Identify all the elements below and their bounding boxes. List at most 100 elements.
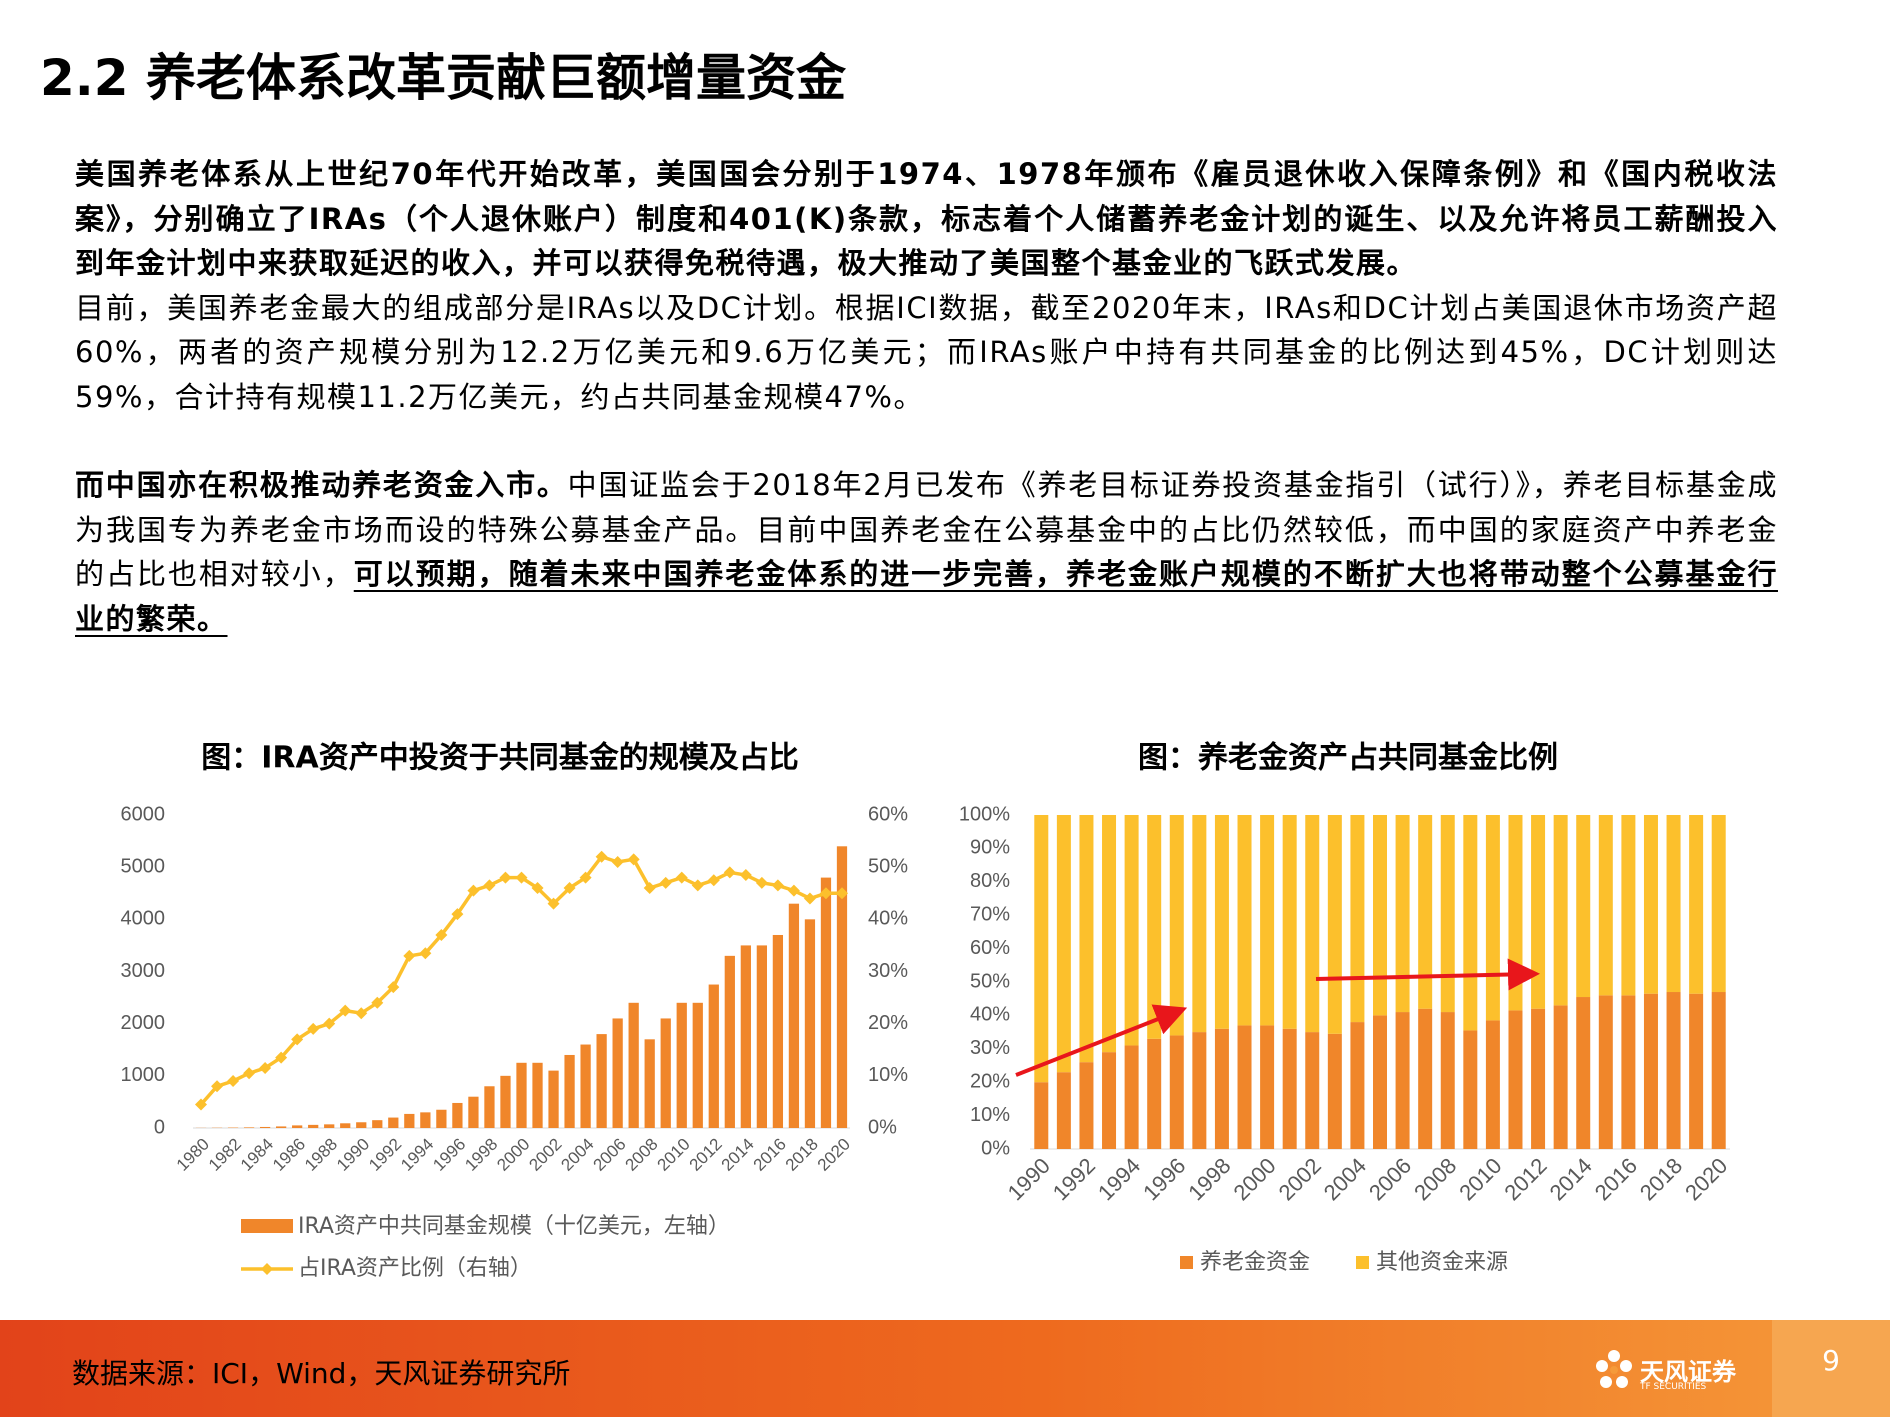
y2-tick-label: 30%	[868, 960, 908, 982]
x-tick-label: 2018	[1635, 1153, 1687, 1205]
x-tick-label: 1992	[365, 1135, 405, 1175]
bar	[564, 1054, 575, 1128]
bar-segment	[1711, 992, 1726, 1149]
bar-segment	[1169, 815, 1184, 1036]
y-tick-label: 30%	[970, 1037, 1010, 1059]
x-tick-label: 2014	[1545, 1153, 1597, 1205]
bar-segment	[1643, 993, 1658, 1149]
y-tick-label: 0	[154, 1116, 165, 1138]
logo-icon	[1596, 1350, 1632, 1388]
x-tick-label: 2016	[750, 1135, 790, 1175]
bar-segment	[1327, 815, 1342, 1034]
x-tick-label: 1988	[301, 1135, 341, 1175]
y2-tick-label: 0%	[868, 1116, 897, 1138]
bar-segment	[1282, 1028, 1297, 1149]
bar-segment	[1124, 1045, 1139, 1149]
x-tick-label: 2010	[1454, 1153, 1506, 1205]
x-tick-label: 2006	[1364, 1153, 1416, 1205]
line-marker	[307, 1022, 320, 1035]
bar-segment	[1056, 815, 1071, 1073]
bar	[628, 1002, 639, 1128]
line-marker	[787, 884, 800, 897]
bar-segment	[1260, 815, 1275, 1026]
bar-segment	[1553, 815, 1568, 1006]
bar	[756, 945, 767, 1128]
line-marker	[819, 887, 832, 900]
x-tick-label: 2018	[782, 1135, 822, 1175]
bar	[644, 1039, 655, 1128]
bar-segment	[1147, 815, 1162, 1039]
bar	[740, 945, 751, 1128]
x-tick-label: 1996	[429, 1135, 469, 1175]
bar-segment	[1508, 1010, 1523, 1149]
line-marker	[483, 879, 496, 892]
source: 数据来源：ICI，Wind，天风证券研究所	[72, 1357, 571, 1390]
x-tick-label: 2014	[718, 1135, 758, 1175]
line-marker	[499, 871, 512, 884]
line-marker	[723, 866, 736, 879]
x-tick-label: 2020	[814, 1135, 854, 1175]
x-tick-label: 2006	[589, 1135, 629, 1175]
text-run: 中国证监会于2018年2月已发布《养老目标证券投资基金指引（试行）》，养老目标基…	[75, 468, 1778, 591]
bar	[388, 1117, 399, 1128]
paragraph: 目前，美国养老金最大的组成部分是IRAs以及DC计划。根据ICI数据，截至202…	[75, 286, 1778, 420]
line-marker	[531, 882, 544, 895]
bar-segment	[1237, 815, 1252, 1026]
bar-segment	[1147, 1038, 1162, 1149]
bar	[468, 1096, 479, 1128]
line-marker	[451, 908, 464, 921]
line-marker	[387, 981, 400, 994]
bar-segment	[1102, 815, 1117, 1053]
x-tick-label: 2016	[1590, 1153, 1642, 1205]
x-tick-label: 1980	[173, 1135, 213, 1175]
x-tick-label: 2000	[1228, 1153, 1280, 1205]
y2-tick-label: 50%	[868, 855, 908, 877]
bar	[788, 903, 800, 1128]
bar-segment	[1214, 815, 1229, 1029]
line-marker	[771, 879, 784, 892]
bar-segment	[1621, 815, 1636, 996]
bar-segment	[1485, 1020, 1500, 1149]
line-marker	[259, 1062, 272, 1075]
bar-segment	[1463, 815, 1478, 1031]
bar	[292, 1125, 303, 1128]
bar-segment	[1192, 815, 1207, 1033]
y-tick-label: 80%	[970, 870, 1010, 892]
bar-segment	[1260, 1025, 1275, 1149]
bar	[580, 1044, 591, 1128]
line-marker	[707, 874, 720, 887]
line-marker	[275, 1051, 288, 1064]
bar-segment	[1643, 815, 1658, 994]
x-tick-label: 1990	[1003, 1153, 1055, 1205]
bar	[820, 877, 832, 1128]
x-tick-label: 1994	[1093, 1153, 1145, 1205]
line-marker	[403, 949, 416, 962]
x-tick-label: 1998	[1183, 1153, 1235, 1205]
bar-segment	[1508, 815, 1523, 1011]
bar	[516, 1062, 527, 1128]
bar	[724, 955, 735, 1128]
y-tick-label: 5000	[121, 855, 166, 877]
line-marker	[755, 876, 768, 889]
bar	[452, 1102, 463, 1128]
bar	[404, 1113, 415, 1128]
page-number-box: 9	[1772, 1320, 1890, 1417]
annotation-arrow	[1015, 1004, 1188, 1077]
logo-subtext: TF SECURITIES	[1640, 1382, 1707, 1392]
bar-segment	[1553, 1005, 1568, 1149]
y-tick-label: 6000	[121, 803, 166, 825]
bar	[676, 1002, 687, 1128]
bar-segment	[1034, 1082, 1049, 1149]
x-tick-label: 2010	[654, 1135, 694, 1175]
y-tick-label: 0%	[981, 1137, 1010, 1159]
bar-segment	[1395, 815, 1410, 1013]
line-marker	[339, 1004, 352, 1017]
text-run: 而中国亦在积极推动养老资金入市。	[75, 468, 568, 502]
line-marker	[595, 850, 608, 863]
line-marker	[195, 1098, 208, 1111]
annotation-arrow	[1315, 958, 1540, 991]
bar-segment	[1418, 1008, 1433, 1149]
line-marker	[803, 892, 816, 905]
bar-segment	[1056, 1072, 1071, 1149]
paragraph: 美国养老体系从上世纪70年代开始改革，美国国会分别于1974、1978年颁布《雇…	[75, 152, 1778, 286]
